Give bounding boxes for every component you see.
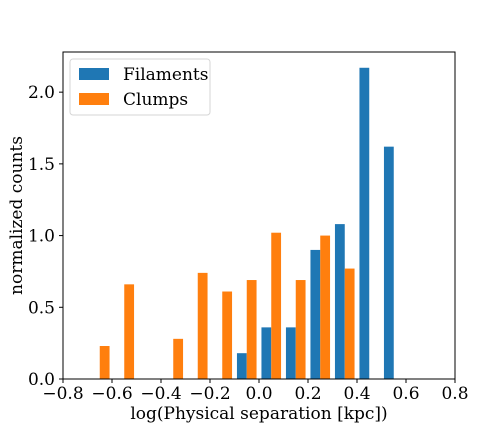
x-tick-label: −0.6 [91,384,132,404]
legend-label: Clumps [123,90,188,110]
bar-filaments [310,249,321,379]
x-tick-label: 0.2 [294,384,321,404]
y-tick-label: 0.0 [28,370,55,390]
legend-label: Filaments [123,65,209,85]
legend-swatch [79,93,109,105]
y-tick-label: 1.5 [28,155,55,175]
legend: Filaments Clumps [69,58,211,116]
bar-clumps [295,280,306,379]
x-tick-label: 0.4 [343,384,370,404]
x-tick-label: −0.4 [140,384,181,404]
bar-filaments [359,67,370,380]
x-tick-label: −0.8 [42,384,83,404]
bar-filaments [285,327,296,379]
y-tick-label: 2.0 [28,83,55,103]
bar-clumps [344,268,355,379]
x-tick-label: 0.6 [392,384,419,404]
bar-clumps [246,280,257,379]
x-axis-label: log(Physical separation [kpc]) [130,404,387,424]
x-tick-label: 0.8 [441,384,468,404]
x-axis-ticks: −0.8 −0.6 −0.4 −0.2 0.0 0.2 0.4 0.6 0.8 [42,379,469,404]
legend-swatch [79,68,109,80]
y-tick-label: 1.0 [28,227,55,247]
bar-clumps [99,346,110,379]
bar-clumps [173,338,184,379]
bar-filaments [334,224,345,379]
y-axis-label: normalized counts [7,136,27,295]
bar-clumps [197,272,208,379]
x-tick-label: −0.2 [189,384,230,404]
bar-clumps [124,284,135,379]
x-tick-label: 0.0 [245,384,272,404]
bar-filaments [261,327,272,379]
y-tick-label: 0.5 [28,298,55,318]
bar-clumps [320,235,331,379]
bar-clumps [222,291,233,379]
bar-filaments [383,146,394,379]
bar-filaments [236,353,247,379]
bar-clumps [271,232,282,379]
bars-layer [99,67,394,380]
y-axis-ticks: 0.0 0.5 1.0 1.5 2.0 [28,83,63,390]
